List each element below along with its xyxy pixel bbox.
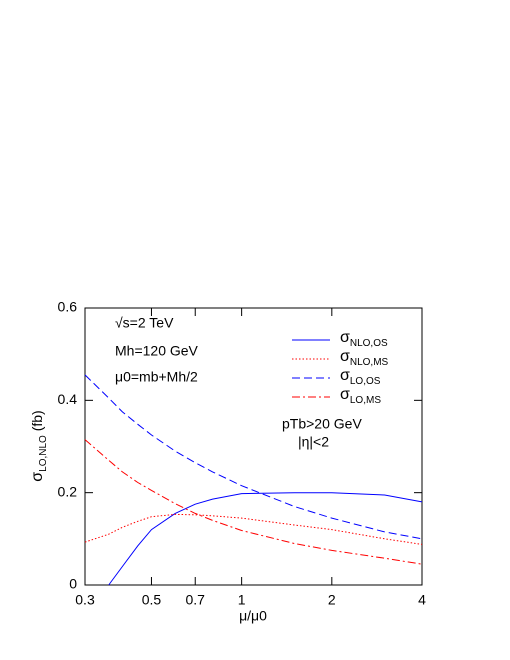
series-line — [84, 439, 423, 565]
annotation: √s=2 TeV — [115, 315, 174, 331]
y-tick-label: 0.6 — [58, 299, 78, 315]
legend-label: σNLO,MS — [340, 348, 389, 367]
plot-frame — [84, 307, 423, 586]
y-tick-label: 0.2 — [58, 483, 78, 499]
series-line — [84, 374, 423, 540]
series-line — [84, 513, 423, 545]
series-line — [108, 492, 423, 586]
annotation: pTb>20 GeV — [282, 416, 362, 432]
y-tick-label: 0 — [69, 576, 77, 592]
x-tick-label: 2 — [328, 592, 336, 608]
x-tick-label: 0.7 — [186, 592, 206, 608]
legend-label: σNLO,OS — [340, 329, 388, 348]
x-tick-label: 0.3 — [75, 592, 95, 608]
x-axis-label: μ/μ0 — [239, 608, 267, 624]
legend-label: σLO,MS — [340, 386, 381, 405]
y-tick-label: 0.4 — [58, 391, 78, 407]
annotation: |η|<2 — [298, 434, 329, 450]
legend-label: σLO,OS — [340, 367, 381, 386]
annotation: μ0=mb+Mh/2 — [115, 369, 198, 385]
x-tick-label: 0.5 — [142, 592, 162, 608]
x-tick-label: 1 — [238, 592, 246, 608]
annotation: Mh=120 GeV — [115, 343, 199, 359]
x-tick-label: 4 — [418, 592, 426, 608]
y-axis-label: σLO,NLO (fb) — [29, 410, 49, 481]
